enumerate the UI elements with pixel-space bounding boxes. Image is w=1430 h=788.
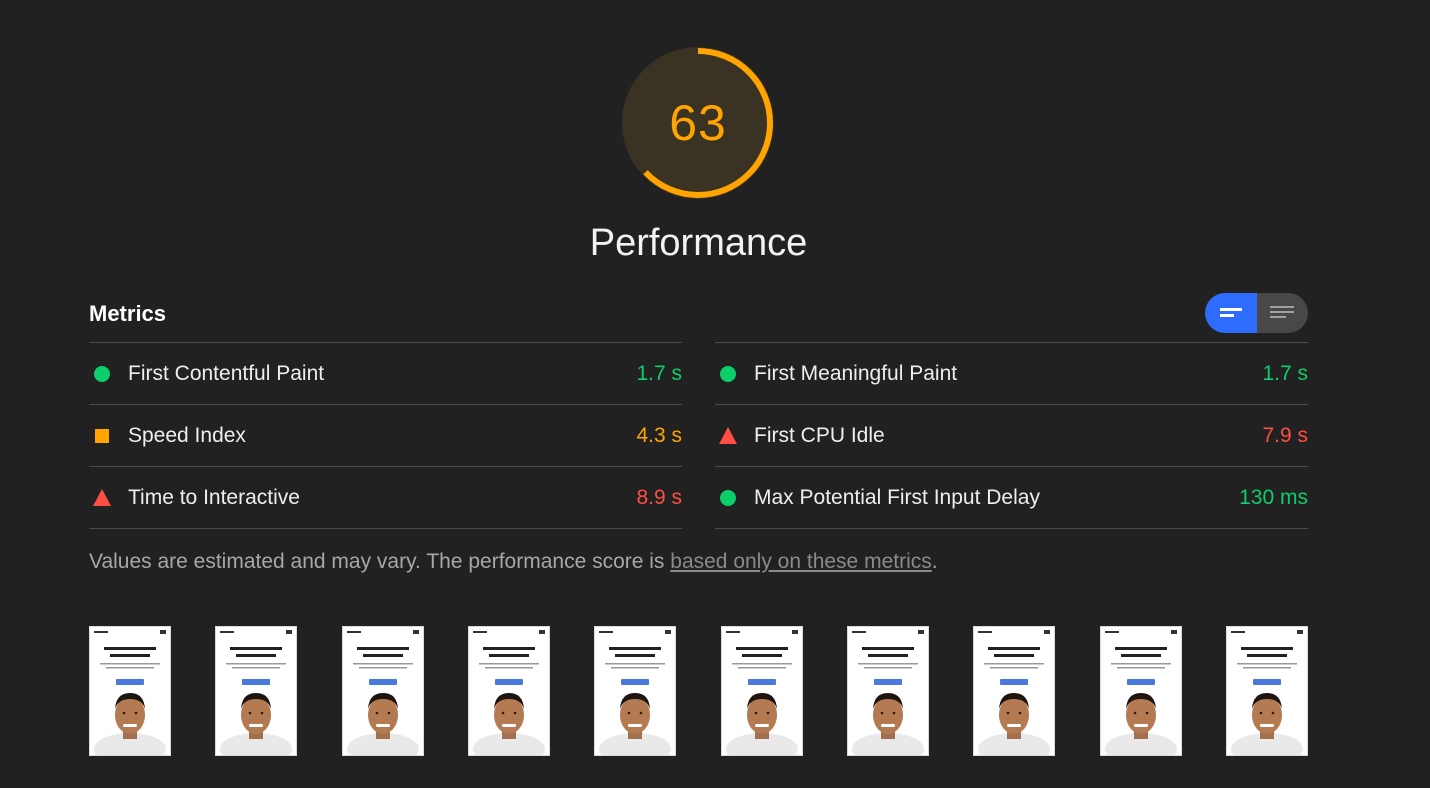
metric-first-cpu-idle: First CPU Idle 7.9 s — [715, 404, 1308, 466]
page-thumbnail-image — [848, 627, 928, 755]
filmstrip — [89, 626, 1308, 756]
metric-value: 130 ms — [1239, 485, 1308, 509]
page-thumbnail-image — [1101, 627, 1181, 755]
page-thumbnail-image — [595, 627, 675, 755]
metric-name: First Meaningful Paint — [754, 361, 958, 385]
metric-name: First CPU Idle — [754, 423, 885, 447]
metric-name: Speed Index — [128, 423, 246, 447]
score-gauge-ring — [622, 47, 774, 199]
metric-name: First Contentful Paint — [128, 361, 325, 385]
disclaimer-text: Values are estimated and may vary. The p… — [89, 550, 671, 573]
page-thumbnail-image — [90, 627, 170, 755]
metric-name: Max Potential First Input Delay — [754, 485, 1040, 509]
metrics-disclaimer: Values are estimated and may vary. The p… — [89, 550, 938, 574]
page-thumbnail-image — [469, 627, 549, 755]
compact-view-icon — [1219, 308, 1242, 317]
metric-value: 8.9 s — [636, 485, 682, 509]
expanded-view-button[interactable] — [1257, 293, 1309, 333]
filmstrip-frame — [594, 626, 676, 756]
red-triangle-icon — [89, 489, 115, 506]
metric-value: 7.9 s — [1262, 423, 1308, 447]
gauge-title: Performance — [589, 222, 808, 264]
filmstrip-frame — [342, 626, 424, 756]
green-circle-icon — [715, 365, 741, 382]
page-thumbnail-image — [343, 627, 423, 755]
metrics-header: Metrics — [89, 301, 167, 326]
green-circle-icon — [715, 489, 741, 506]
page-thumbnail-image — [1227, 627, 1307, 755]
disclaimer-suffix: . — [931, 550, 938, 573]
expanded-view-icon — [1270, 306, 1295, 318]
red-triangle-icon — [715, 427, 741, 444]
metrics-grid: First Contentful Paint 1.7 s First Meani… — [89, 342, 1308, 529]
performance-score: 63 — [669, 95, 727, 151]
metric-speed-index: Speed Index 4.3 s — [89, 404, 682, 466]
compact-view-button[interactable] — [1205, 293, 1257, 333]
orange-square-icon — [89, 428, 115, 443]
green-circle-icon — [89, 365, 115, 382]
page-thumbnail-image — [974, 627, 1054, 755]
score-calculation-link[interactable]: based only on these metrics — [670, 550, 932, 573]
metric-value: 4.3 s — [636, 423, 682, 447]
metric-first-meaningful-paint: First Meaningful Paint 1.7 s — [715, 342, 1308, 404]
metric-first-contentful-paint: First Contentful Paint 1.7 s — [89, 342, 682, 404]
filmstrip-frame — [1100, 626, 1182, 756]
page-thumbnail-image — [216, 627, 296, 755]
metric-value: 1.7 s — [636, 361, 682, 385]
filmstrip-frame — [89, 626, 171, 756]
metric-max-potential-fid: Max Potential First Input Delay 130 ms — [715, 466, 1308, 529]
metrics-view-toggle[interactable] — [1205, 293, 1308, 333]
performance-gauge: 63 — [621, 45, 777, 201]
filmstrip-frame — [468, 626, 550, 756]
metric-value: 1.7 s — [1262, 361, 1308, 385]
metric-time-to-interactive: Time to Interactive 8.9 s — [89, 466, 682, 529]
page-thumbnail-image — [722, 627, 802, 755]
filmstrip-frame — [215, 626, 297, 756]
filmstrip-frame — [721, 626, 803, 756]
filmstrip-frame — [1226, 626, 1308, 756]
metric-name: Time to Interactive — [128, 485, 300, 509]
filmstrip-frame — [973, 626, 1055, 756]
filmstrip-frame — [847, 626, 929, 756]
